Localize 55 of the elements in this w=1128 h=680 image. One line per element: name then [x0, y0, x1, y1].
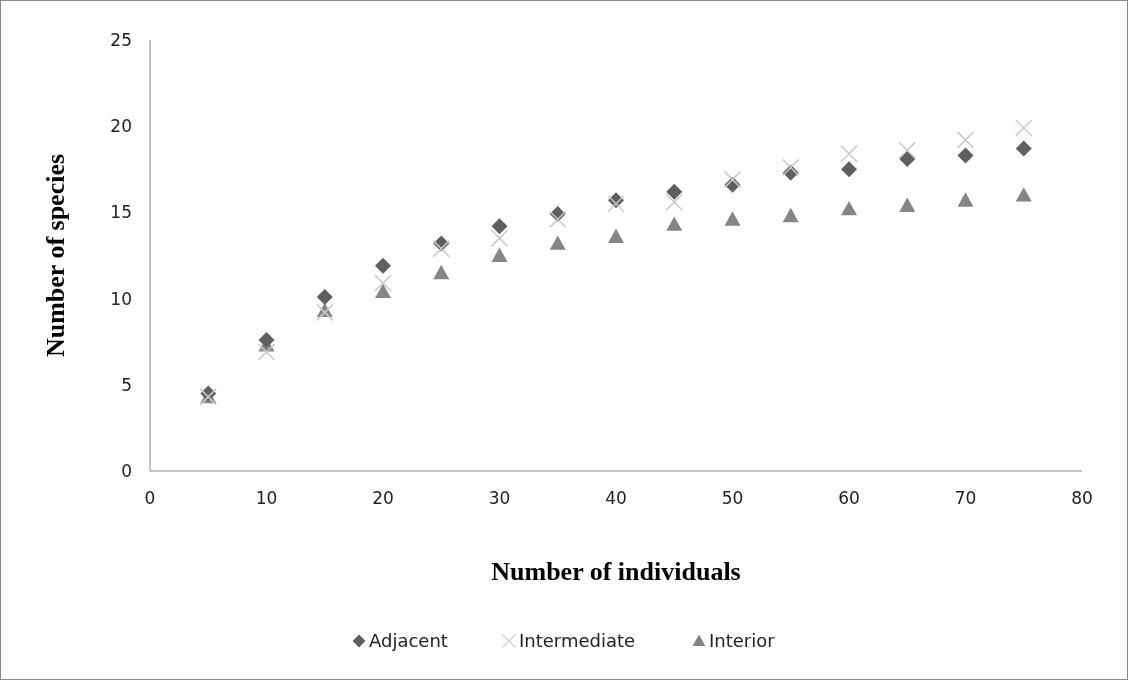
- point: [491, 218, 508, 235]
- point: [840, 145, 858, 163]
- point: [375, 283, 391, 299]
- y-tick-label: 0: [121, 460, 132, 481]
- point: [841, 161, 857, 178]
- x-tick-label: 70: [954, 488, 977, 508]
- x-tick-label: 0: [144, 488, 156, 508]
- point: [316, 303, 334, 322]
- point: [432, 239, 450, 258]
- y-tick-label: 15: [110, 202, 132, 223]
- point: [1015, 119, 1033, 137]
- point: [723, 170, 742, 189]
- point: [665, 193, 683, 211]
- point: [782, 207, 799, 223]
- y-tick-label: 10: [110, 288, 132, 309]
- point: [724, 211, 741, 226]
- x-axis-title: Number of individuals: [491, 557, 741, 586]
- y-tick-label: 20: [110, 116, 132, 137]
- point: [1015, 187, 1032, 202]
- point: [607, 195, 625, 213]
- x-tick-label: 30: [488, 488, 511, 508]
- point: [782, 158, 800, 177]
- point: [899, 150, 916, 167]
- point: [956, 131, 975, 149]
- x-tick-label: 40: [605, 488, 627, 508]
- y-tick-label: 5: [121, 374, 132, 395]
- point: [899, 197, 916, 212]
- point: [491, 247, 508, 262]
- x-tick-label: 50: [721, 488, 744, 508]
- point: [957, 147, 974, 164]
- point: [841, 200, 857, 216]
- point: [316, 288, 333, 305]
- x-tick-label: 60: [838, 488, 860, 508]
- point: [258, 331, 275, 348]
- point: [549, 210, 567, 229]
- y-axis-title: Number of species: [41, 153, 70, 358]
- x-tick-label: 10: [255, 488, 278, 508]
- legend-label: Adjacent: [369, 630, 448, 652]
- x-tick-label: 80: [1071, 488, 1093, 508]
- point: [666, 216, 683, 231]
- x-tick-label: 20: [372, 488, 394, 508]
- legend-label: Intermediate: [519, 630, 636, 652]
- point: [375, 257, 391, 274]
- point: [957, 192, 974, 207]
- point: [490, 229, 509, 248]
- point: [433, 264, 450, 280]
- point: [608, 228, 624, 243]
- point: [1015, 140, 1032, 157]
- legend-label: Interior: [709, 630, 776, 652]
- point: [666, 183, 683, 200]
- point: [549, 235, 566, 250]
- point: [257, 343, 276, 361]
- point: [898, 141, 916, 160]
- y-tick-label: 25: [110, 29, 132, 50]
- point: [374, 274, 392, 292]
